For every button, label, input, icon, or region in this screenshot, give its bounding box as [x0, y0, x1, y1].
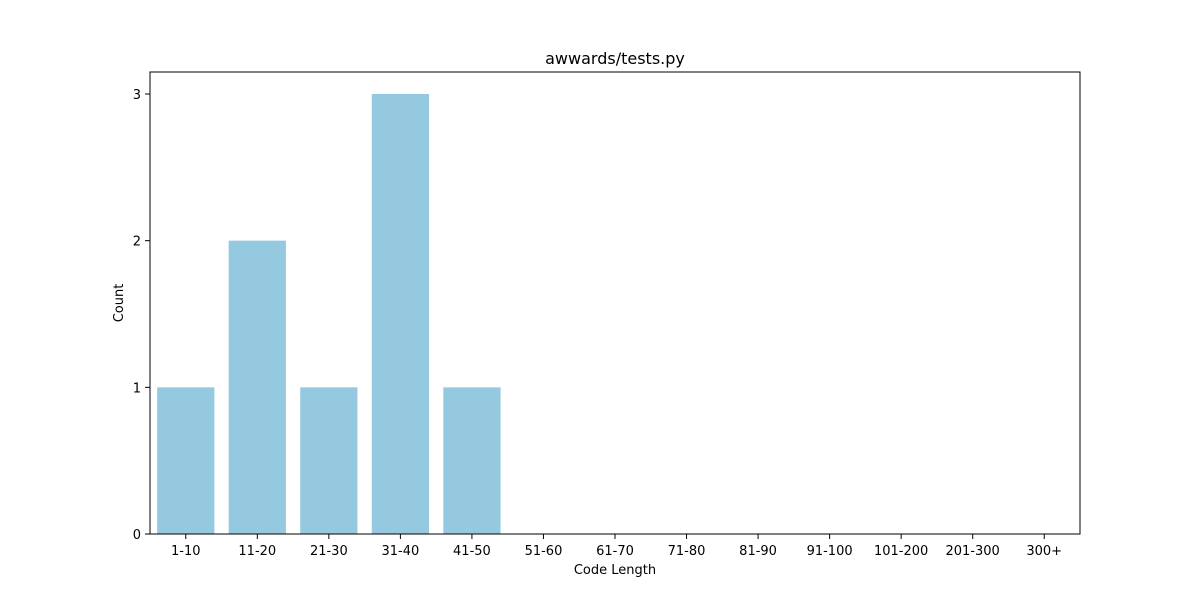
bar-1-10: [157, 387, 215, 534]
y-axis-label: Count: [112, 284, 127, 323]
x-tick-label: 71-80: [668, 544, 706, 559]
bar-21-30: [300, 387, 358, 534]
y-axis-ticks: 0 1 2 3: [133, 88, 150, 543]
x-tick-label: 11-20: [238, 544, 276, 559]
x-tick-label: 21-30: [310, 544, 348, 559]
x-tick-label: 1-10: [171, 544, 201, 559]
x-axis-ticks: 1-10 11-20 21-30 31-40 41-50 51-60 61-70 71-80 8…: [171, 534, 1062, 559]
x-axis-label: Code Length: [574, 563, 656, 578]
x-tick-label: 31-40: [381, 544, 419, 559]
y-tick-label: 1: [133, 381, 141, 396]
bar-31-40: [371, 94, 429, 534]
plot-area-frame: [149, 71, 1081, 535]
bar-41-50: [443, 387, 501, 534]
y-tick-label: 2: [133, 235, 141, 250]
y-tick-label: 0: [133, 528, 141, 543]
x-tick-label: 41-50: [453, 544, 491, 559]
x-tick-label: 91-100: [807, 544, 853, 559]
x-tick-label: 201-300: [946, 544, 1000, 559]
x-tick-label: 300+: [1026, 544, 1062, 559]
x-tick-label: 101-200: [874, 544, 928, 559]
bars-group: [157, 94, 501, 534]
y-tick-label: 3: [133, 88, 141, 103]
x-tick-label: 81-90: [739, 544, 777, 559]
x-tick-label: 61-70: [596, 544, 634, 559]
chart-title: awwards/tests.py: [545, 49, 685, 68]
x-tick-label: 51-60: [525, 544, 563, 559]
bar-11-20: [228, 240, 286, 534]
